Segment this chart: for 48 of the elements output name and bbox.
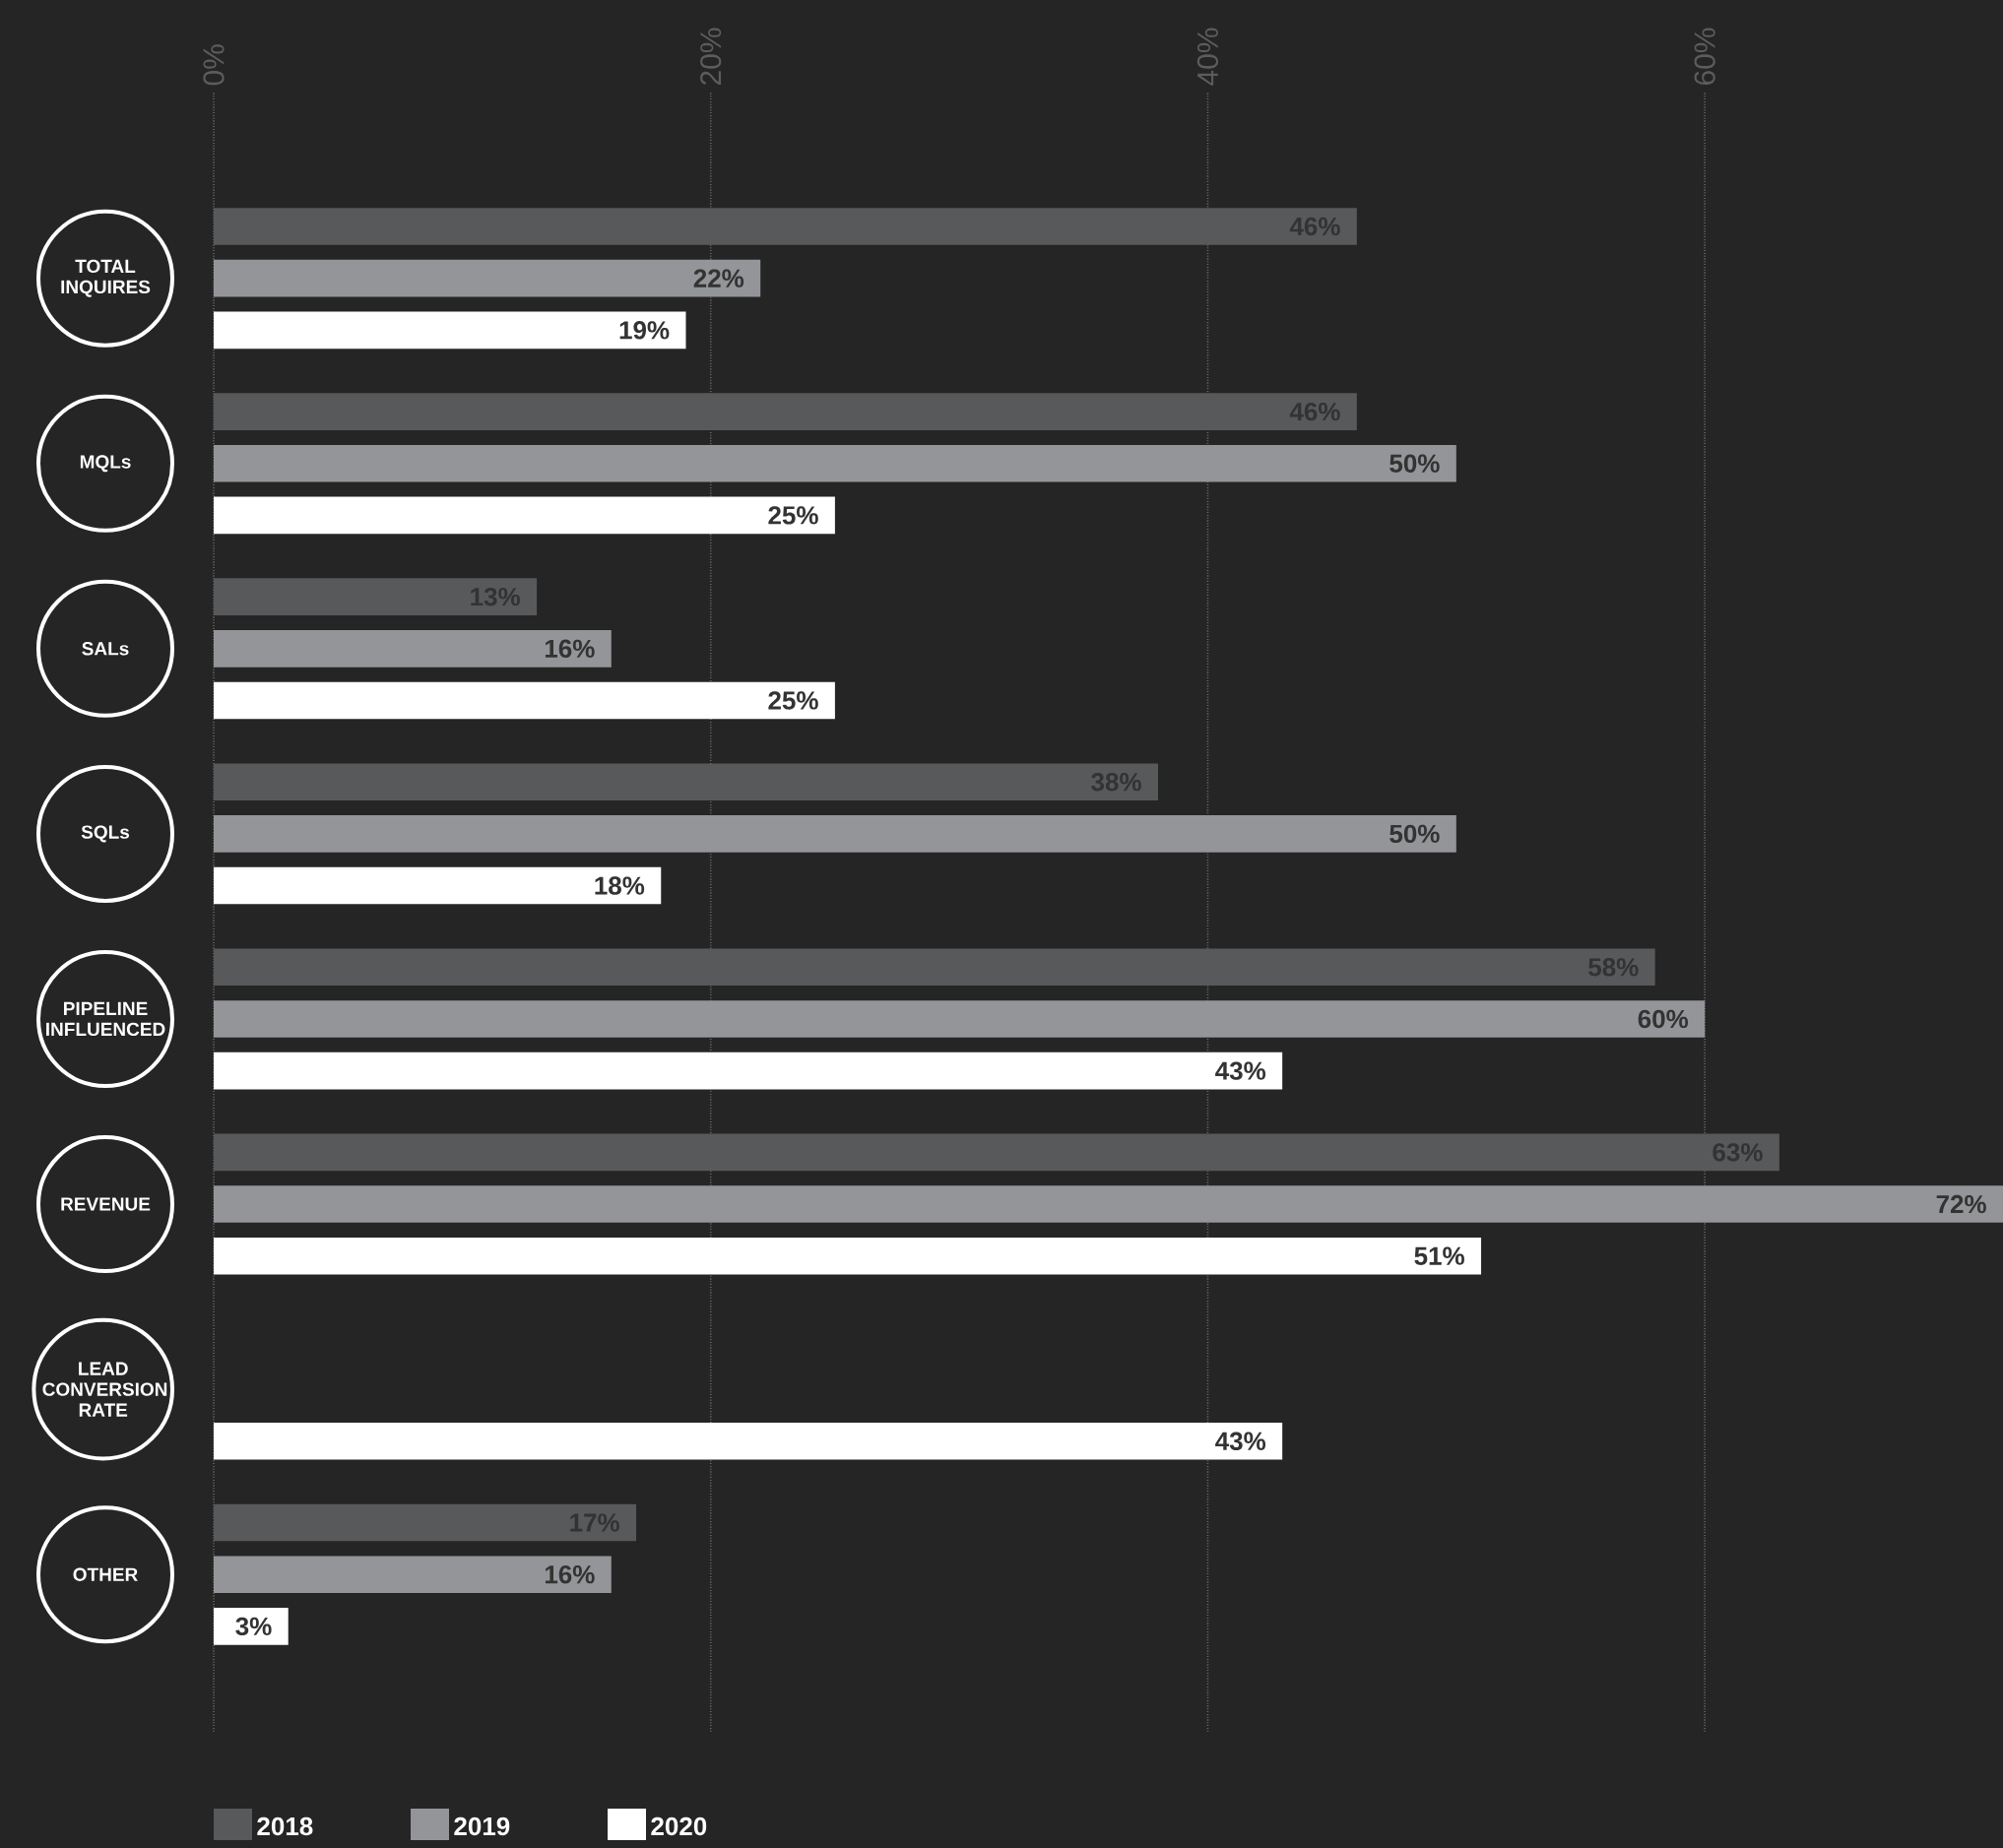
y-tick-label: PIPELINE INFLUENCED [46,1001,165,1037]
data-label: 25% [768,691,818,710]
y-tick-label: TOTAL INQUIRES [61,259,151,297]
data-label: 16% [545,1564,595,1584]
bar [214,763,1158,801]
bar [214,496,835,535]
bar [214,1133,1779,1172]
y-tick-label: REVENUE [61,1197,151,1211]
bar [214,259,761,297]
bar [214,1237,1482,1275]
legend-label: 2020 [651,1816,707,1836]
y-tick-label: SQLs [81,825,130,843]
data-label: 51% [1414,1246,1464,1265]
y-tick-label: OTHER [73,1567,138,1581]
bar [214,1608,289,1645]
bar [214,630,612,668]
data-label: 50% [1389,824,1440,844]
data-label: 3% [235,1617,272,1636]
bar [214,1422,1283,1460]
legend-label: 2018 [257,1816,313,1836]
bar [214,948,1655,987]
bar [214,311,686,350]
data-label: 43% [1215,1061,1266,1080]
data-label: 16% [545,639,595,659]
bar [214,815,1456,853]
data-label: 43% [1215,1432,1266,1450]
data-label: 25% [768,506,818,525]
bar [214,578,538,615]
data-label: 19% [619,321,670,340]
legend-label: 2019 [454,1816,510,1836]
bar [214,1051,1283,1090]
data-label: 18% [595,876,645,895]
bar [214,208,1357,245]
bar [214,1185,2003,1223]
data-label: 72% [1936,1194,1986,1214]
bar [214,866,662,905]
bar [214,1503,637,1542]
y-tick-label: LEAD CONVERSION RATE [42,1362,167,1417]
data-label: 50% [1389,454,1440,473]
bar [214,444,1456,482]
data-label: 22% [693,269,744,287]
y-tick-label: SALs [82,642,129,656]
bar [214,681,835,720]
y-tick-label: MQLs [80,455,131,473]
bar [214,1000,1706,1038]
bar [214,1556,612,1594]
bar [214,393,1357,430]
data-label: 60% [1638,1009,1689,1029]
